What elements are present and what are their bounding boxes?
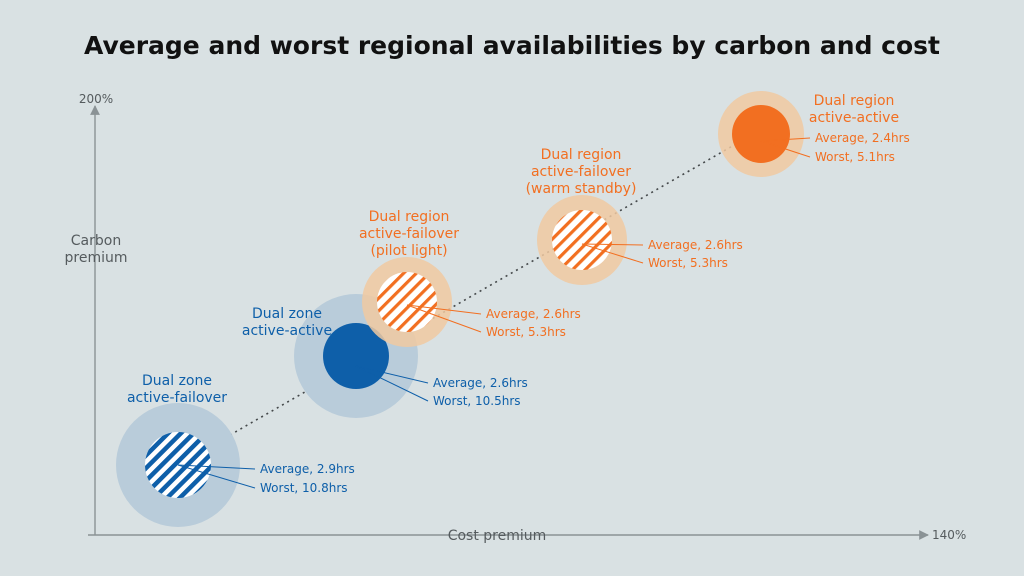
node-dual-region-warm-standby: Dual region active-failover (warm standb… <box>526 147 743 285</box>
node-title-line-2: active-failover <box>531 164 631 180</box>
worst-leader-line <box>355 365 429 402</box>
node-dual-region-pilot-light: Dual region active-failover (pilot light… <box>359 209 581 347</box>
y-axis-title-line-1: Carbon <box>71 233 121 249</box>
hatched-core-circle <box>552 210 612 270</box>
page-title: Average and worst regional availabilitie… <box>84 31 940 60</box>
worst-label: Worst, 10.8hrs <box>260 481 348 495</box>
average-leader-line <box>177 464 256 470</box>
average-label: Average, 2.6hrs <box>433 376 528 390</box>
average-leader-line <box>406 304 482 315</box>
trend-line <box>177 132 756 466</box>
node-title-line-2: active-active <box>809 110 899 126</box>
worst-label: Worst, 5.3hrs <box>648 256 728 270</box>
worst-label: Worst, 5.1hrs <box>815 150 895 164</box>
average-label: Average, 2.9hrs <box>260 462 355 476</box>
node-title-line-1: Dual zone <box>252 306 322 322</box>
y-axis-max-label: 200% <box>79 92 113 106</box>
node-dual-zone-active-failover: Dual zone active-failover Average, 2.9hr… <box>116 373 355 527</box>
x-axis-title: Cost premium <box>448 528 547 544</box>
average-label: Average, 2.4hrs <box>815 131 910 145</box>
average-leader-line <box>355 365 429 384</box>
worst-label: Worst, 10.5hrs <box>433 394 521 408</box>
worst-leader-line <box>406 304 482 333</box>
worst-leader-line <box>581 243 644 264</box>
node-title-line-3: (warm standby) <box>526 181 637 197</box>
y-axis-title-line-2: premium <box>65 250 128 266</box>
node-title-line-1: Dual zone <box>142 373 212 389</box>
worst-label: Worst, 5.3hrs <box>486 325 566 339</box>
x-axis-max-label: 140% <box>932 528 966 542</box>
worst-leader-line <box>177 464 256 489</box>
average-label: Average, 2.6hrs <box>648 238 743 252</box>
solid-core-circle <box>732 105 790 163</box>
node-title-line-1: Dual region <box>369 209 450 225</box>
node-title-line-3: (pilot light) <box>370 243 447 259</box>
node-title-line-1: Dual region <box>541 147 622 163</box>
node-title-line-1: Dual region <box>814 93 895 109</box>
worst-leader-line <box>760 140 811 158</box>
average-label: Average, 2.6hrs <box>486 307 581 321</box>
node-title-line-2: active-failover <box>127 390 227 406</box>
node-title-line-2: active-failover <box>359 226 459 242</box>
solid-core-circle <box>323 323 389 389</box>
hatched-core-circle <box>377 272 437 332</box>
average-leader-line <box>581 243 644 246</box>
node-dual-region-active-active: Dual region active-active Average, 2.4hr… <box>718 91 910 177</box>
node-title-line-2: active-active <box>242 323 332 339</box>
average-leader-line <box>760 137 811 142</box>
